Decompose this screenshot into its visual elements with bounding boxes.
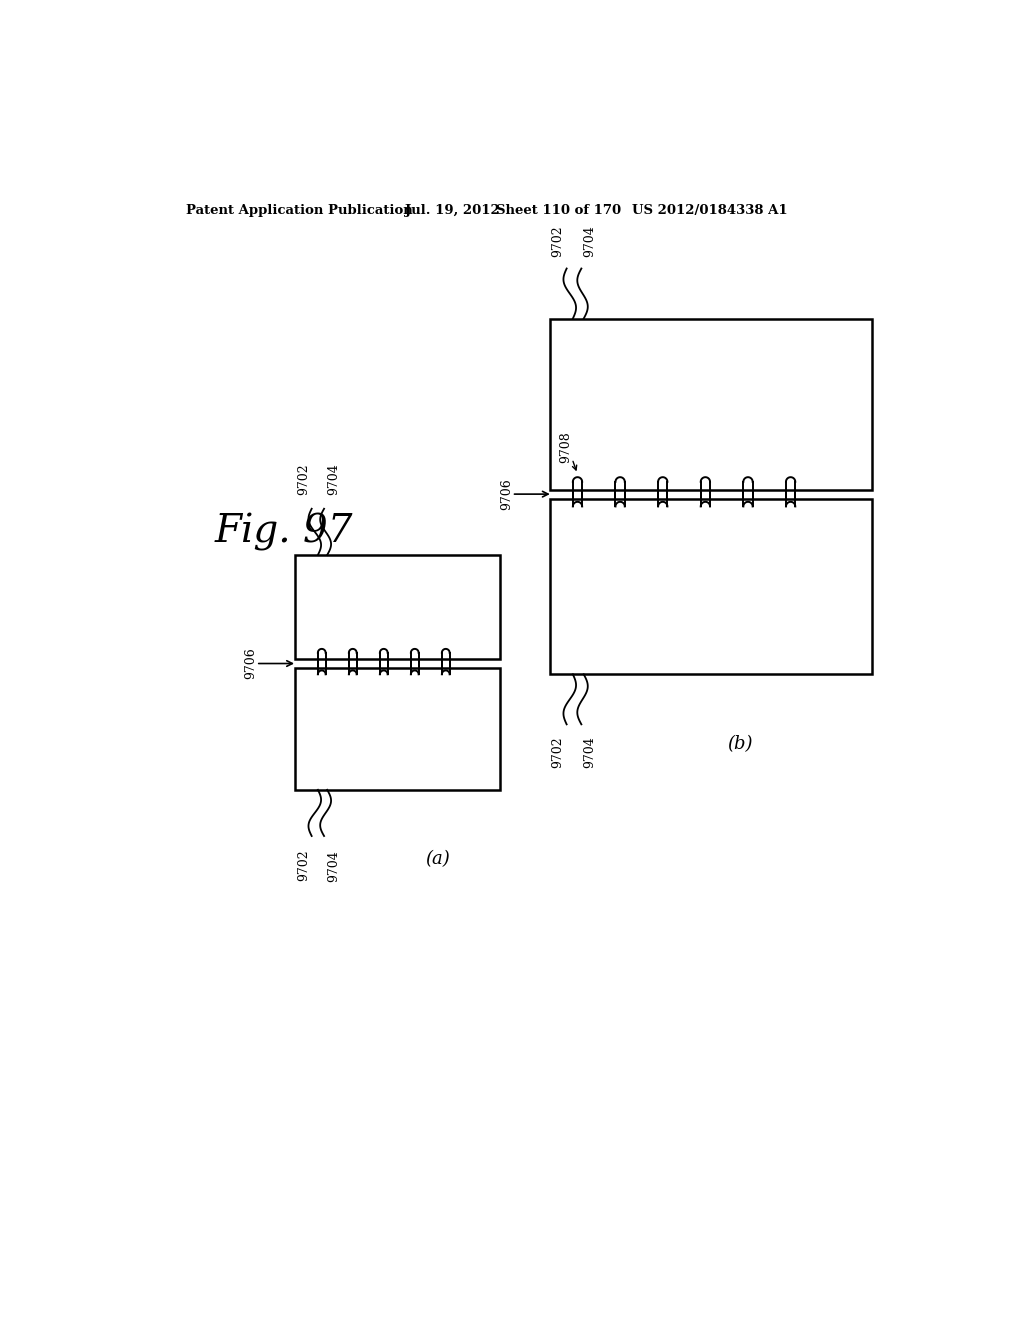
Text: 9708: 9708: [559, 432, 572, 463]
Text: 9704: 9704: [584, 737, 596, 768]
Text: Jul. 19, 2012: Jul. 19, 2012: [406, 205, 500, 218]
Text: 9702: 9702: [551, 226, 564, 257]
Text: 9702: 9702: [551, 737, 564, 767]
Text: 9704: 9704: [327, 850, 340, 882]
Text: 9702: 9702: [297, 850, 310, 882]
Text: 9704: 9704: [327, 463, 340, 495]
Text: Fig. 97: Fig. 97: [215, 513, 353, 550]
Text: Patent Application Publication: Patent Application Publication: [186, 205, 413, 218]
Text: (b): (b): [727, 735, 753, 752]
Text: 9706: 9706: [501, 478, 513, 510]
Text: US 2012/0184338 A1: US 2012/0184338 A1: [632, 205, 787, 218]
Text: 9704: 9704: [584, 226, 596, 257]
Bar: [295, 668, 500, 789]
Bar: [550, 318, 872, 490]
Text: 9706: 9706: [245, 648, 258, 680]
Text: Sheet 110 of 170: Sheet 110 of 170: [496, 205, 622, 218]
Bar: [295, 554, 500, 659]
Bar: [550, 499, 872, 675]
Text: 9702: 9702: [297, 463, 310, 495]
Text: (a): (a): [426, 850, 451, 869]
